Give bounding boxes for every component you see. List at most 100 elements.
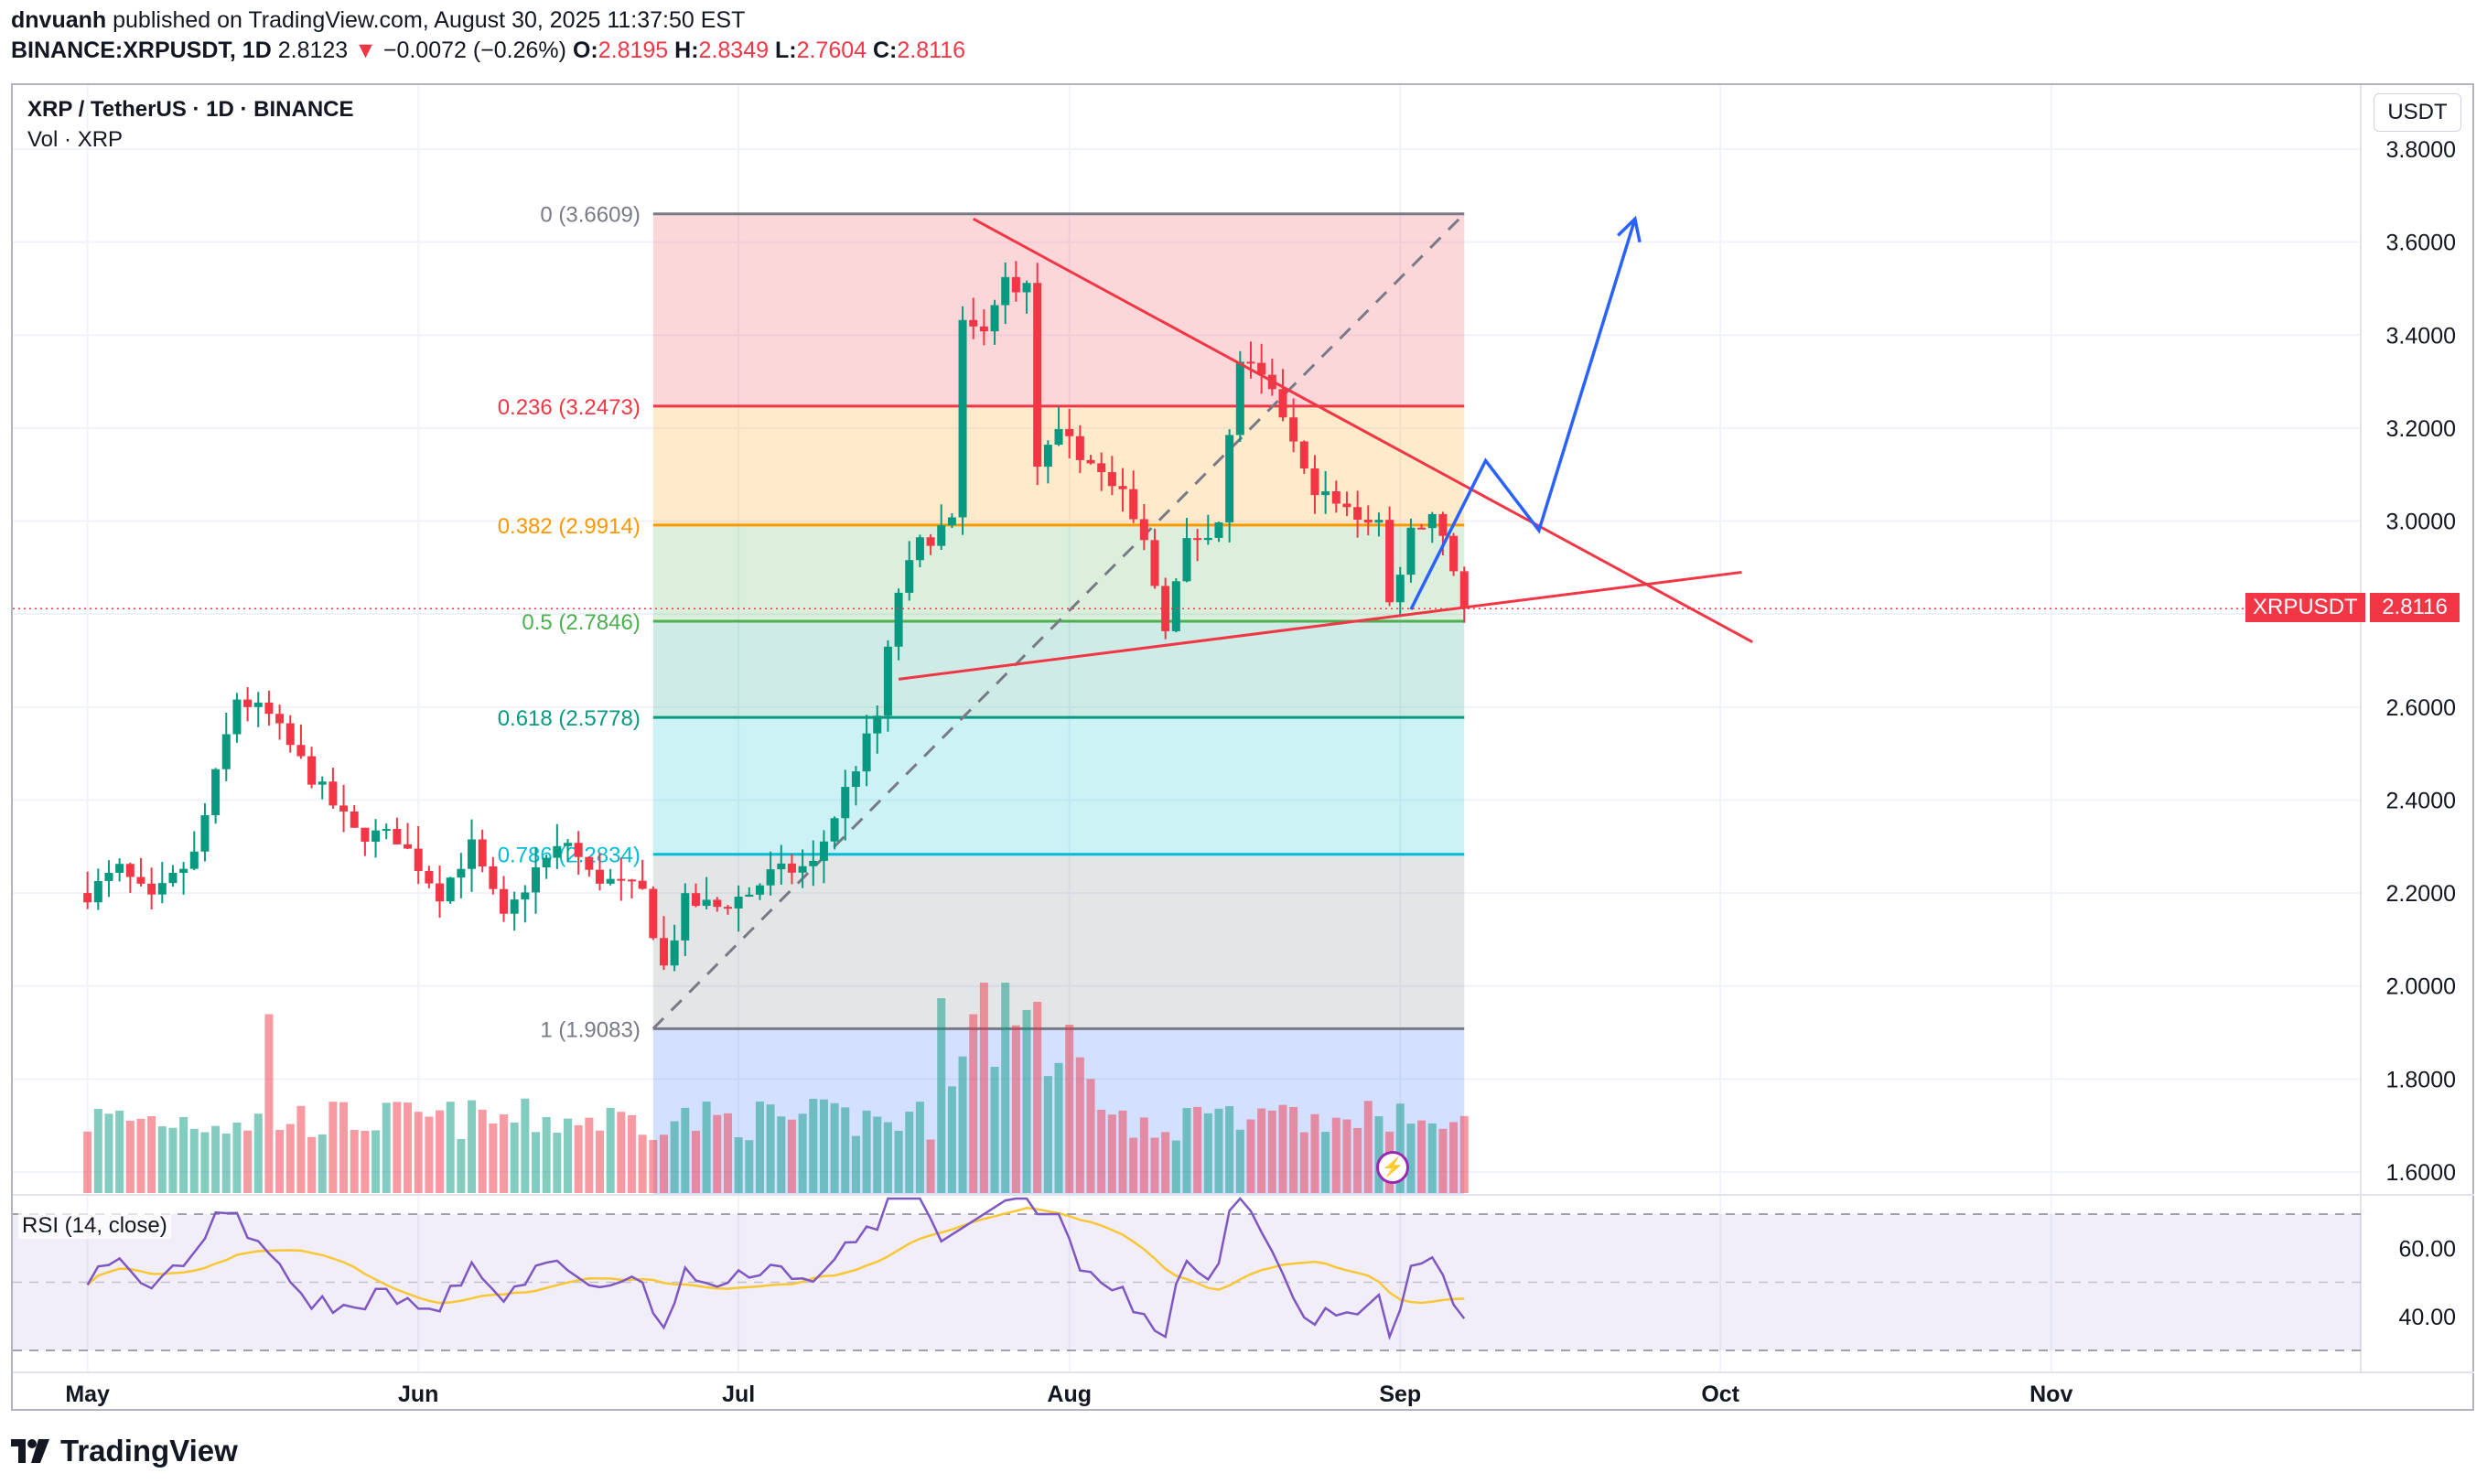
high-value: 2.8349 (698, 38, 770, 63)
volume-bar (468, 1100, 477, 1193)
volume-bar (1129, 1137, 1138, 1193)
volume-bar (1054, 1062, 1063, 1193)
price-tag-value: 2.8116 (2370, 593, 2460, 622)
candle-body (1171, 581, 1180, 631)
lightning-icon[interactable]: ⚡ (1376, 1151, 1409, 1184)
candle-body (670, 940, 679, 966)
candle-body (1321, 490, 1330, 496)
candle-body (713, 899, 722, 908)
volume-bar (1150, 1137, 1159, 1193)
chart-frame[interactable] (11, 83, 2474, 1411)
candle-body (93, 880, 102, 903)
volume-bar (1033, 1001, 1042, 1193)
candle-body (1235, 361, 1244, 436)
price-axis-label: 3.2000 (2386, 416, 2456, 442)
projection-path (1409, 218, 1637, 610)
volume-bar (947, 1086, 956, 1193)
volume-bar (275, 1130, 285, 1193)
symbol-info: BINANCE:XRPUSDT, 1D 2.8123 ▼ −0.0072 (−0… (11, 38, 965, 64)
volume-bar (253, 1113, 263, 1193)
volume-bar (1139, 1117, 1148, 1193)
price-axis-label: 3.4000 (2386, 323, 2456, 349)
volume-bar (553, 1132, 562, 1193)
volume-bar (521, 1098, 530, 1193)
volume-bar (1321, 1132, 1330, 1193)
volume-bar (1171, 1140, 1180, 1193)
candle-body (1353, 507, 1362, 520)
candle-body (617, 878, 626, 881)
candle-body (585, 856, 594, 870)
volume-bar (404, 1102, 413, 1193)
candle-body (1459, 571, 1469, 609)
fib-level-label: 0.382 (2.9914) (498, 514, 641, 539)
volume-bar (147, 1116, 156, 1193)
volume-bar (1289, 1106, 1298, 1193)
volume-bar (232, 1122, 242, 1193)
volume-bar (189, 1128, 199, 1193)
volume-bar (1353, 1127, 1362, 1193)
volume-bar (1417, 1120, 1427, 1193)
candle-body (1289, 417, 1298, 442)
candle-body (1417, 527, 1427, 530)
volume-bar (1438, 1128, 1448, 1193)
candle-body (1342, 503, 1351, 508)
volume-bar (104, 1113, 113, 1193)
volume-bar (1065, 1025, 1074, 1193)
volume-label: Vol · XRP (27, 127, 124, 152)
currency-button[interactable]: USDT (2374, 93, 2461, 132)
rsi-axis-label: 60.00 (2398, 1236, 2456, 1262)
volume-bar (649, 1140, 658, 1193)
candle-body (371, 830, 381, 842)
candle-body (339, 805, 349, 812)
volume-bar (1161, 1132, 1170, 1193)
candle-body (1033, 283, 1042, 468)
tradingview-logo-icon (11, 1439, 49, 1463)
candle-body (221, 734, 231, 769)
fib-level-label: 0 (3.6609) (540, 203, 640, 228)
candle-body (1331, 490, 1340, 504)
candle-body (436, 883, 445, 902)
candle-body (1438, 513, 1448, 536)
candle-body (83, 893, 92, 903)
candle-body (1406, 527, 1416, 575)
volume-bar (1374, 1116, 1383, 1193)
volume-bar (328, 1102, 338, 1193)
candle-body (404, 844, 413, 849)
candle-body (532, 866, 541, 893)
candle-body (1193, 538, 1202, 541)
candle-body (542, 857, 551, 867)
candle-body (606, 878, 615, 884)
trendline-support (898, 570, 1742, 681)
candle-body (649, 888, 658, 939)
volume-bar (1342, 1119, 1351, 1193)
candle-body (318, 781, 327, 785)
volume-bar (285, 1124, 295, 1193)
candle-body (125, 864, 135, 877)
volume-bar (221, 1133, 231, 1193)
volume-bar (168, 1127, 178, 1193)
tradingview-logo[interactable]: TradingView (11, 1433, 238, 1469)
candle-body (115, 864, 124, 873)
candle-body (574, 843, 583, 857)
candle-body (809, 860, 818, 866)
tradingview-brand: TradingView (60, 1434, 238, 1468)
price-axis-label: 1.8000 (2386, 1067, 2456, 1092)
candle-body (1385, 520, 1394, 603)
volume-bar (638, 1135, 647, 1193)
low-label: L: (774, 38, 797, 63)
candle-body (147, 883, 156, 895)
candle-body (1310, 468, 1319, 496)
volume-bar (157, 1126, 167, 1193)
candle-body (232, 699, 242, 735)
candle-body (350, 811, 359, 828)
fib-level-label: 1 (1.9083) (540, 1017, 640, 1042)
volume-bar (606, 1107, 615, 1193)
volume-bar (1267, 1110, 1276, 1193)
candle-body (638, 880, 647, 889)
volume-bar (1107, 1114, 1116, 1193)
time-axis-label: Jul (722, 1382, 755, 1407)
volume-bar (500, 1113, 509, 1193)
candle-body (1427, 513, 1437, 529)
low-value: 2.7604 (796, 38, 867, 63)
